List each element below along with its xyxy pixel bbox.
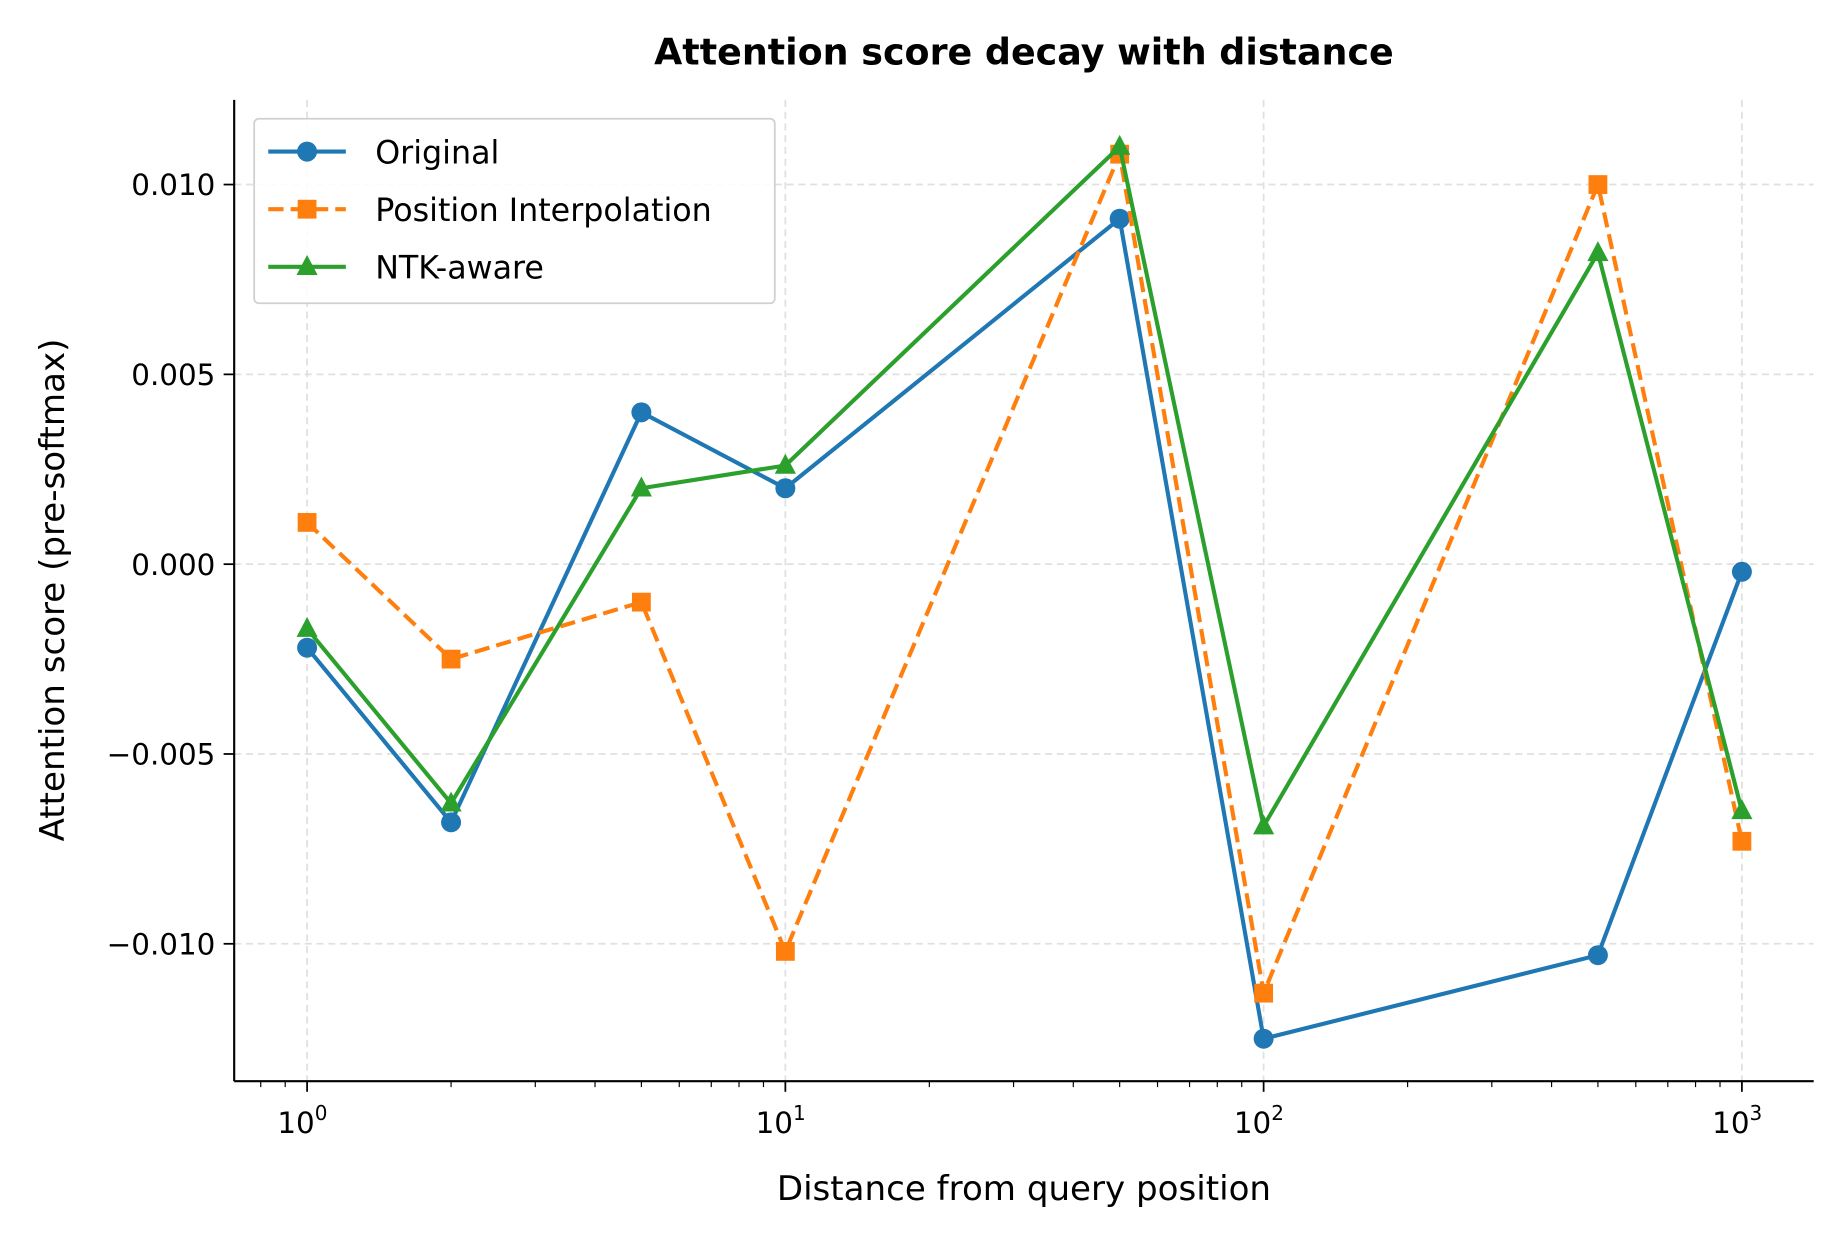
- data-point: [1109, 208, 1130, 229]
- y-tick-label: −0.005: [107, 738, 216, 772]
- data-point: [1253, 1028, 1274, 1049]
- data-point: [775, 478, 796, 499]
- x-tick-label: 101: [756, 1101, 806, 1140]
- data-point: [441, 649, 461, 669]
- data-point: [1732, 831, 1752, 851]
- data-point: [440, 791, 462, 812]
- series-line: [305, 152, 1744, 996]
- data-point: [630, 476, 652, 497]
- y-tick-label: −0.010: [107, 927, 216, 961]
- data-point: [296, 616, 318, 637]
- x-tick-exponent: 0: [315, 1101, 328, 1125]
- data-point: [1731, 561, 1752, 582]
- data-point: [775, 941, 795, 961]
- data-point: [631, 592, 651, 612]
- y-axis-label: Attention score (pre-softmax): [33, 339, 73, 842]
- legend: Original Position Interpolation NTK-aware: [253, 117, 776, 305]
- series-line: [305, 216, 1744, 1041]
- legend-label: Position Interpolation: [375, 193, 712, 229]
- data-point: [441, 812, 462, 833]
- legend-label: NTK-aware: [375, 251, 544, 287]
- data-point: [1588, 175, 1608, 194]
- legend-marker: [297, 199, 317, 219]
- x-tick-exponent: 2: [1271, 1101, 1284, 1125]
- data-point: [297, 637, 318, 658]
- legend-box: [253, 117, 776, 305]
- x-tick-label: 102: [1234, 1101, 1284, 1140]
- x-tick-label: 100: [277, 1101, 327, 1140]
- series-ntk-aware: [296, 134, 1753, 835]
- data-point: [1254, 983, 1274, 1003]
- x-tick-exponent: 3: [1750, 1101, 1763, 1125]
- y-tick-label: 0.010: [131, 168, 215, 202]
- y-tick-label: 0.000: [131, 548, 215, 582]
- data-point: [774, 453, 796, 474]
- y-tick-label: 0.005: [131, 358, 215, 392]
- series-line: [305, 144, 1744, 829]
- legend-marker: [296, 255, 318, 276]
- data-point: [297, 513, 317, 532]
- chart-title: Attention score decay with distance: [654, 31, 1394, 74]
- data-point: [1587, 945, 1608, 966]
- data-point: [631, 402, 652, 423]
- data-point: [1253, 814, 1275, 835]
- x-tick-label: 103: [1712, 1101, 1762, 1140]
- data-point: [1587, 241, 1609, 262]
- data-point: [1731, 799, 1753, 820]
- data-point: [1109, 134, 1131, 155]
- legend-label: Original: [375, 135, 499, 171]
- series-layer: [296, 134, 1753, 1049]
- legend-marker: [297, 141, 318, 162]
- x-tick-exponent: 1: [793, 1101, 806, 1125]
- x-axis-label: Distance from query position: [777, 1169, 1271, 1209]
